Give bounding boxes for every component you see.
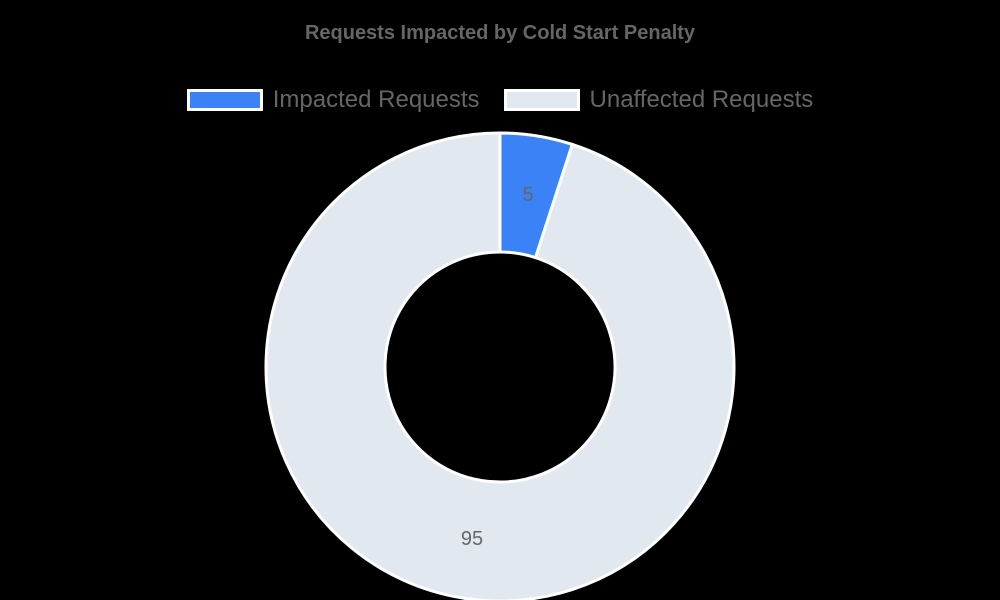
legend-item-unaffected[interactable]: Unaffected Requests: [503, 86, 814, 114]
legend-swatch-impacted: [186, 89, 263, 111]
chart-title: Requests Impacted by Cold Start Penalty: [304, 22, 696, 44]
slice-unaffected[interactable]: [264, 131, 736, 600]
legend-label: Unaffected Requests: [589, 86, 814, 113]
legend-label: Impacted Requests: [272, 86, 480, 113]
chart-legend: Impacted Requests Unaffected Requests: [0, 86, 1000, 114]
legend-item-impacted[interactable]: Impacted Requests: [186, 86, 480, 114]
data-label-unaffected: 95: [461, 528, 483, 550]
data-label-impacted: 5: [522, 184, 533, 206]
legend-swatch-unaffected: [503, 89, 580, 111]
